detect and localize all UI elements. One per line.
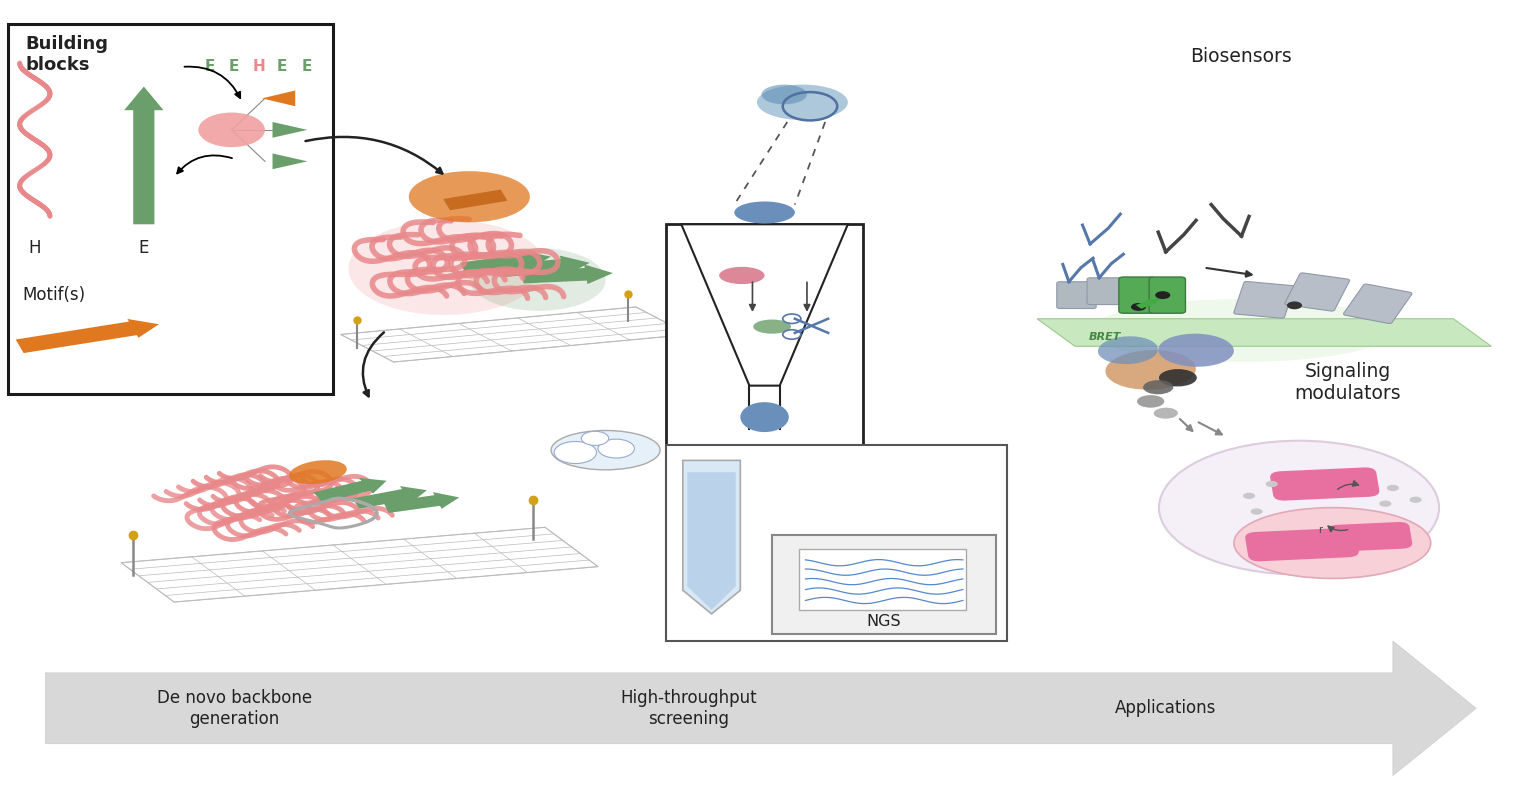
FancyArrow shape (444, 190, 507, 210)
Circle shape (1379, 501, 1391, 507)
Text: H: H (253, 59, 265, 75)
FancyArrow shape (521, 264, 613, 284)
Ellipse shape (1158, 334, 1234, 367)
Ellipse shape (551, 430, 660, 470)
Text: H: H (29, 239, 41, 257)
Polygon shape (1037, 319, 1491, 346)
Text: E: E (139, 239, 148, 257)
FancyBboxPatch shape (8, 24, 333, 394)
Circle shape (581, 431, 609, 445)
Polygon shape (683, 460, 740, 614)
Ellipse shape (740, 402, 789, 432)
Text: Signaling
modulators: Signaling modulators (1294, 362, 1400, 403)
FancyArrow shape (353, 486, 427, 509)
Polygon shape (262, 91, 295, 106)
FancyBboxPatch shape (1270, 467, 1379, 501)
FancyBboxPatch shape (1087, 278, 1126, 305)
Text: r: r (1319, 526, 1322, 535)
Circle shape (1266, 481, 1278, 487)
Ellipse shape (1234, 508, 1431, 578)
Polygon shape (273, 122, 307, 138)
Text: Building
blocks: Building blocks (26, 35, 109, 74)
FancyArrow shape (15, 319, 159, 353)
FancyArrow shape (383, 492, 459, 513)
FancyArrow shape (460, 251, 551, 275)
FancyBboxPatch shape (1149, 277, 1185, 313)
Ellipse shape (1098, 336, 1158, 364)
Ellipse shape (348, 220, 545, 315)
Text: Motif(s): Motif(s) (23, 286, 86, 304)
Circle shape (554, 442, 597, 464)
Circle shape (198, 113, 265, 147)
Circle shape (1131, 303, 1146, 311)
FancyBboxPatch shape (666, 224, 863, 449)
FancyBboxPatch shape (1057, 282, 1096, 309)
Ellipse shape (762, 85, 807, 105)
Text: NGS: NGS (868, 614, 901, 630)
Ellipse shape (719, 267, 765, 284)
Text: E: E (301, 59, 312, 75)
Polygon shape (273, 153, 307, 169)
FancyArrow shape (1136, 299, 1160, 309)
Ellipse shape (1105, 350, 1196, 390)
FancyArrow shape (498, 256, 589, 277)
Ellipse shape (1143, 380, 1173, 394)
Ellipse shape (1137, 395, 1164, 408)
FancyBboxPatch shape (666, 445, 1007, 641)
Polygon shape (681, 224, 848, 386)
Circle shape (1251, 508, 1263, 515)
FancyArrow shape (124, 87, 164, 224)
Text: E: E (229, 59, 239, 75)
FancyArrow shape (313, 478, 386, 502)
Polygon shape (45, 641, 1476, 776)
Ellipse shape (757, 84, 848, 120)
FancyBboxPatch shape (1245, 528, 1360, 561)
Circle shape (1410, 497, 1422, 503)
Ellipse shape (289, 460, 347, 484)
FancyBboxPatch shape (1328, 522, 1413, 552)
Text: E: E (277, 59, 288, 75)
Circle shape (598, 439, 634, 458)
Ellipse shape (734, 201, 795, 224)
Text: E: E (204, 59, 215, 75)
FancyBboxPatch shape (772, 535, 996, 634)
Text: High-throughput
screening: High-throughput screening (621, 689, 757, 728)
Text: Biosensors: Biosensors (1190, 47, 1293, 66)
FancyBboxPatch shape (1234, 282, 1294, 318)
Ellipse shape (1158, 441, 1438, 575)
Ellipse shape (409, 172, 530, 223)
Circle shape (1243, 493, 1255, 499)
Circle shape (1387, 485, 1399, 491)
Circle shape (1155, 291, 1170, 299)
FancyBboxPatch shape (799, 549, 966, 610)
Text: Applications: Applications (1116, 700, 1216, 717)
FancyBboxPatch shape (1119, 277, 1155, 313)
FancyBboxPatch shape (1285, 273, 1349, 311)
Ellipse shape (1090, 299, 1393, 362)
Ellipse shape (469, 248, 606, 311)
Polygon shape (687, 472, 736, 610)
Ellipse shape (752, 320, 790, 334)
Circle shape (1287, 301, 1302, 309)
Ellipse shape (1160, 369, 1196, 386)
FancyBboxPatch shape (1343, 284, 1413, 323)
Text: BRET: BRET (1089, 332, 1122, 342)
Text: De novo backbone
generation: De novo backbone generation (157, 689, 312, 728)
Ellipse shape (1154, 408, 1178, 419)
